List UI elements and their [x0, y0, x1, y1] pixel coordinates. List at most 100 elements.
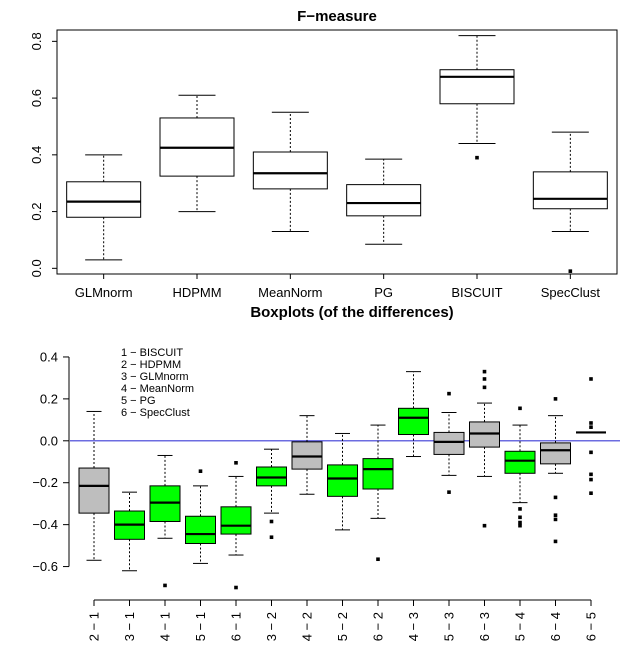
- box-body: [504, 450, 536, 474]
- difference-box-3: [149, 454, 181, 588]
- differences-x-axis: 2 − 1 3 − 1 4 − 1 5 − 1 6 − 1 3 − 2 4 − 2 5 − 2…: [87, 600, 599, 641]
- legend-item-6: 6 − SpecClust: [121, 407, 190, 419]
- difference-box-5: [220, 461, 252, 590]
- difference-box-14: [540, 397, 571, 544]
- x-tick-label: PG: [374, 285, 393, 300]
- outlier-point: [447, 490, 451, 494]
- x-tick-label: 5 − 2: [335, 612, 350, 641]
- box-body: [362, 458, 394, 490]
- outlier-point: [553, 513, 558, 518]
- outlier-point: [475, 155, 479, 160]
- legend-item-1: 1 − BISCUIT: [121, 347, 183, 359]
- f-measure-y-axis: 0.0 0.2 0.4 0.6 0.8: [29, 32, 57, 277]
- y-tick-label: −0.4: [32, 517, 58, 532]
- outlier-point: [163, 583, 167, 588]
- difference-box-11: [433, 391, 465, 494]
- difference-box-10: [398, 371, 429, 458]
- difference-box-4: [185, 469, 216, 564]
- f-measure-box-5: [439, 35, 515, 160]
- outlier-point: [553, 539, 558, 544]
- y-tick-label: 0.4: [29, 146, 44, 164]
- outlier-point: [482, 523, 487, 528]
- difference-box-8: [327, 432, 358, 531]
- outlier-point: [482, 385, 487, 390]
- difference-box-9: [362, 424, 394, 562]
- f-measure-plot-frame: [56, 29, 618, 275]
- y-tick-label: 0.2: [40, 391, 58, 406]
- outlier-point: [589, 425, 593, 429]
- outlier-point: [269, 519, 274, 524]
- outlier-point: [234, 461, 238, 465]
- outlier-point: [589, 477, 593, 482]
- difference-box-1: [78, 410, 110, 561]
- x-tick-label: 5 − 4: [513, 612, 528, 641]
- y-tick-label: 0.0: [40, 433, 58, 448]
- box-body: [398, 407, 429, 436]
- x-tick-label: 6 − 4: [548, 612, 563, 641]
- difference-box-12: [469, 369, 500, 528]
- outlier-point: [589, 377, 593, 381]
- outlier-point: [553, 517, 558, 522]
- legend-item-4: 4 − MeanNorm: [121, 383, 194, 395]
- outlier-point: [589, 421, 593, 425]
- x-tick-label: GLMnorm: [75, 285, 133, 300]
- outlier-point: [482, 369, 487, 374]
- box-body: [78, 467, 110, 514]
- x-tick-label: 6 − 1: [229, 612, 244, 641]
- y-tick-label: 0.8: [29, 32, 44, 50]
- f-measure-box-4: [346, 158, 422, 245]
- box-body: [185, 515, 216, 545]
- differences-y-axis: −0.6 −0.4 −0.2 0.0 0.2 0.4: [32, 349, 69, 574]
- x-tick-label: MeanNorm: [258, 285, 322, 300]
- legend-item-5: 5 − PG: [121, 395, 156, 407]
- outlier-point: [518, 515, 522, 520]
- x-tick-label: 4 − 1: [158, 612, 173, 641]
- difference-box-2: [114, 491, 145, 572]
- outlier-point: [553, 397, 558, 401]
- differences-legend: 1 − BISCUIT 2 − HDPMM 3 − GLMnorm 4 − Me…: [121, 347, 194, 419]
- f-measure-box-6: [532, 131, 608, 273]
- difference-box-15: [576, 377, 606, 495]
- x-tick-label: HDPMM: [172, 285, 221, 300]
- outlier-point: [589, 472, 593, 477]
- box-body: [346, 184, 422, 217]
- x-tick-label: BISCUIT: [451, 285, 502, 300]
- f-measure-box-1: [66, 154, 142, 261]
- difference-box-13: [504, 406, 536, 528]
- outlier-point: [482, 377, 487, 381]
- x-tick-label: 6 − 2: [371, 612, 386, 641]
- box-body: [439, 69, 515, 105]
- differences-boxes: [78, 369, 606, 590]
- outlier-point: [198, 469, 203, 473]
- outlier-point: [589, 450, 593, 455]
- f-measure-panel: F−measure 0.0 0.2 0.4 0.6 0.8 GLMnorm HDPMM Me…: [29, 8, 618, 300]
- box-body: [540, 442, 571, 465]
- outlier-point: [518, 507, 522, 511]
- f-measure-box-2: [159, 94, 235, 213]
- outlier-point: [234, 585, 238, 590]
- x-tick-label: 3 − 2: [264, 612, 279, 641]
- x-tick-label: 6 − 3: [477, 612, 492, 641]
- f-measure-boxes: [66, 35, 608, 273]
- box-body: [433, 431, 465, 455]
- x-tick-label: 2 − 1: [87, 612, 102, 641]
- difference-box-7: [291, 415, 323, 495]
- x-tick-label: 3 − 1: [122, 612, 137, 641]
- x-tick-label: SpecClust: [541, 285, 601, 300]
- box-body: [66, 181, 142, 218]
- y-tick-label: 0.4: [40, 349, 58, 364]
- x-tick-label: 4 − 2: [300, 612, 315, 641]
- outlier-point: [447, 391, 451, 396]
- outlier-point: [518, 406, 522, 411]
- outlier-point: [518, 520, 522, 525]
- y-tick-label: 0.2: [29, 203, 44, 221]
- f-measure-box-3: [252, 111, 328, 232]
- differences-panel: Boxplots (of the differences) −0.6−0.4−0…: [32, 304, 620, 641]
- y-tick-label: −0.6: [32, 559, 58, 574]
- outlier-point: [568, 269, 573, 273]
- box-body: [252, 151, 328, 190]
- x-tick-label: 6 − 5: [584, 612, 599, 641]
- box-body: [327, 464, 358, 497]
- x-tick-label: 4 − 3: [406, 612, 421, 641]
